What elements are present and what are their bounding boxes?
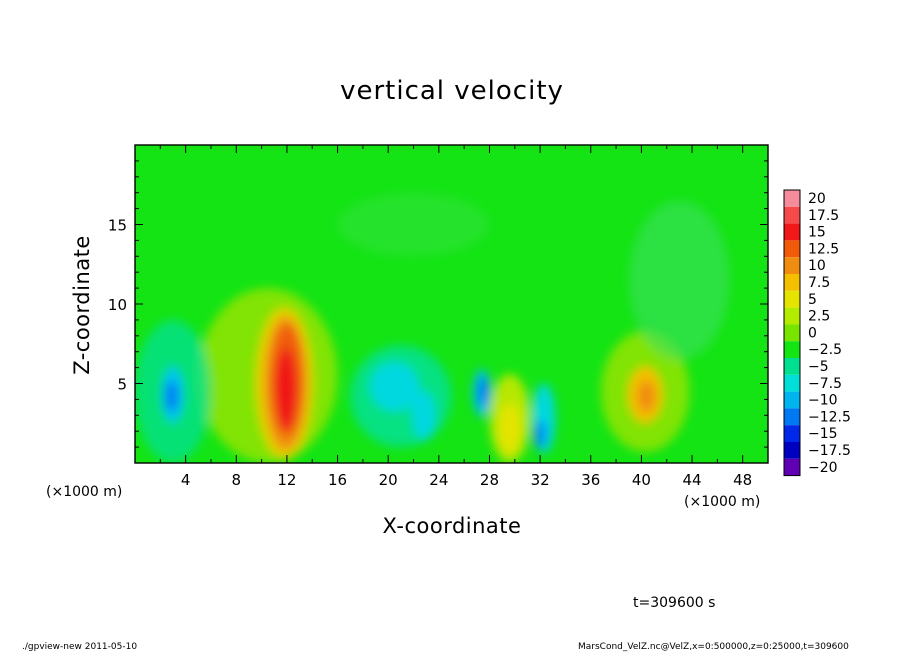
x-tick-label: 8: [232, 471, 242, 489]
x-tick-label: 24: [429, 471, 448, 489]
x-axis-title: X-coordinate: [382, 514, 522, 538]
colorbar-swatch: [784, 391, 800, 409]
x-tick-label: 16: [328, 471, 347, 489]
chart-title: vertical velocity: [340, 76, 564, 106]
heatmap-blob: [478, 377, 489, 406]
x-tick-label: 44: [682, 471, 701, 489]
x-unit-label-left: (×1000 m): [46, 484, 123, 500]
colorbar-label: −17.5: [808, 443, 851, 459]
y-tick-label: 15: [108, 217, 127, 235]
footer-right-text: MarsCond_VelZ.nc@VelZ,x=0:500000,z=0:250…: [578, 642, 849, 652]
colorbar-swatch: [784, 206, 800, 224]
colorbar-swatch: [784, 290, 800, 308]
x-tick-label: 32: [531, 471, 550, 489]
x-tick-label: 20: [379, 471, 398, 489]
colorbar-swatch: [784, 190, 800, 207]
colorbar-label: 15: [808, 225, 826, 241]
x-tick-label: 40: [632, 471, 651, 489]
colorbar-swatch: [784, 425, 800, 442]
colorbar-swatch: [784, 408, 800, 426]
colorbar-label: 2.5: [808, 309, 830, 325]
heatmap-blob: [498, 402, 522, 454]
colorbar-swatch: [784, 223, 800, 241]
heatmap-blob: [369, 361, 420, 413]
colorbar-swatch: [784, 442, 800, 459]
footer-left-text: ./gpview-new 2011-05-10: [22, 642, 138, 652]
y-axis-ticks: 5 10 15: [108, 160, 768, 448]
y-axis-title: Z-coordinate: [70, 235, 94, 375]
heatmap-blob: [274, 348, 298, 432]
colorbar-swatch: [784, 240, 800, 258]
colorbar-label: −15: [808, 426, 838, 442]
x-tick-label: 36: [581, 471, 600, 489]
heatmap-blob: [410, 389, 437, 441]
colorbar-label: −7.5: [808, 376, 842, 392]
colorbar-label: −20: [808, 460, 838, 476]
colorbar-label: 5: [808, 292, 817, 308]
time-label: t=309600 s: [633, 595, 716, 611]
x-tick-label: 4: [181, 471, 191, 489]
colorbar-label: 20: [808, 191, 826, 207]
colorbar-label: 17.5: [808, 208, 839, 224]
colorbar-label: −2.5: [808, 342, 842, 358]
heatmap-blob: [337, 192, 490, 257]
y-tick-label: 5: [117, 376, 127, 394]
colorbar-label: −12.5: [808, 409, 851, 425]
colorbar-swatch: [784, 274, 800, 291]
colorbar-label: 10: [808, 258, 826, 274]
y-tick-label: 10: [108, 296, 127, 314]
x-tick-label: 12: [277, 471, 296, 489]
colorbar-swatch: [784, 257, 800, 274]
colorbar-frame: [783, 189, 801, 477]
colorbar-swatch: [784, 358, 800, 375]
x-tick-label: 48: [733, 471, 752, 489]
colorbar-label: −10: [808, 393, 838, 409]
colorbar-swatch: [784, 458, 800, 476]
heatmap-features: [135, 192, 731, 463]
colorbar-label: 0: [808, 325, 817, 341]
colorbar-swatch: [784, 307, 800, 325]
colorbar-label: 7.5: [808, 275, 830, 291]
colorbar-swatch: [784, 324, 800, 342]
heatmap-blob: [165, 380, 179, 413]
colorbar: 2017.51512.5107.552.50−2.5−5−7.5−10−12.5…: [783, 189, 851, 477]
x-tick-label: 28: [480, 471, 499, 489]
heatmap-blob: [628, 200, 731, 360]
colorbar-swatch: [784, 374, 800, 392]
colorbar-label: 12.5: [808, 241, 839, 257]
heatmap-blob: [533, 420, 547, 449]
colorbar-swatch: [784, 341, 800, 358]
x-axis-ticks: 4 8 12 16 20 24 28 32 36 40 44 48: [159, 145, 752, 489]
heatmap-blob: [637, 380, 656, 413]
x-unit-label-right: (×1000 m): [684, 494, 761, 510]
colorbar-label: −5: [808, 359, 829, 375]
